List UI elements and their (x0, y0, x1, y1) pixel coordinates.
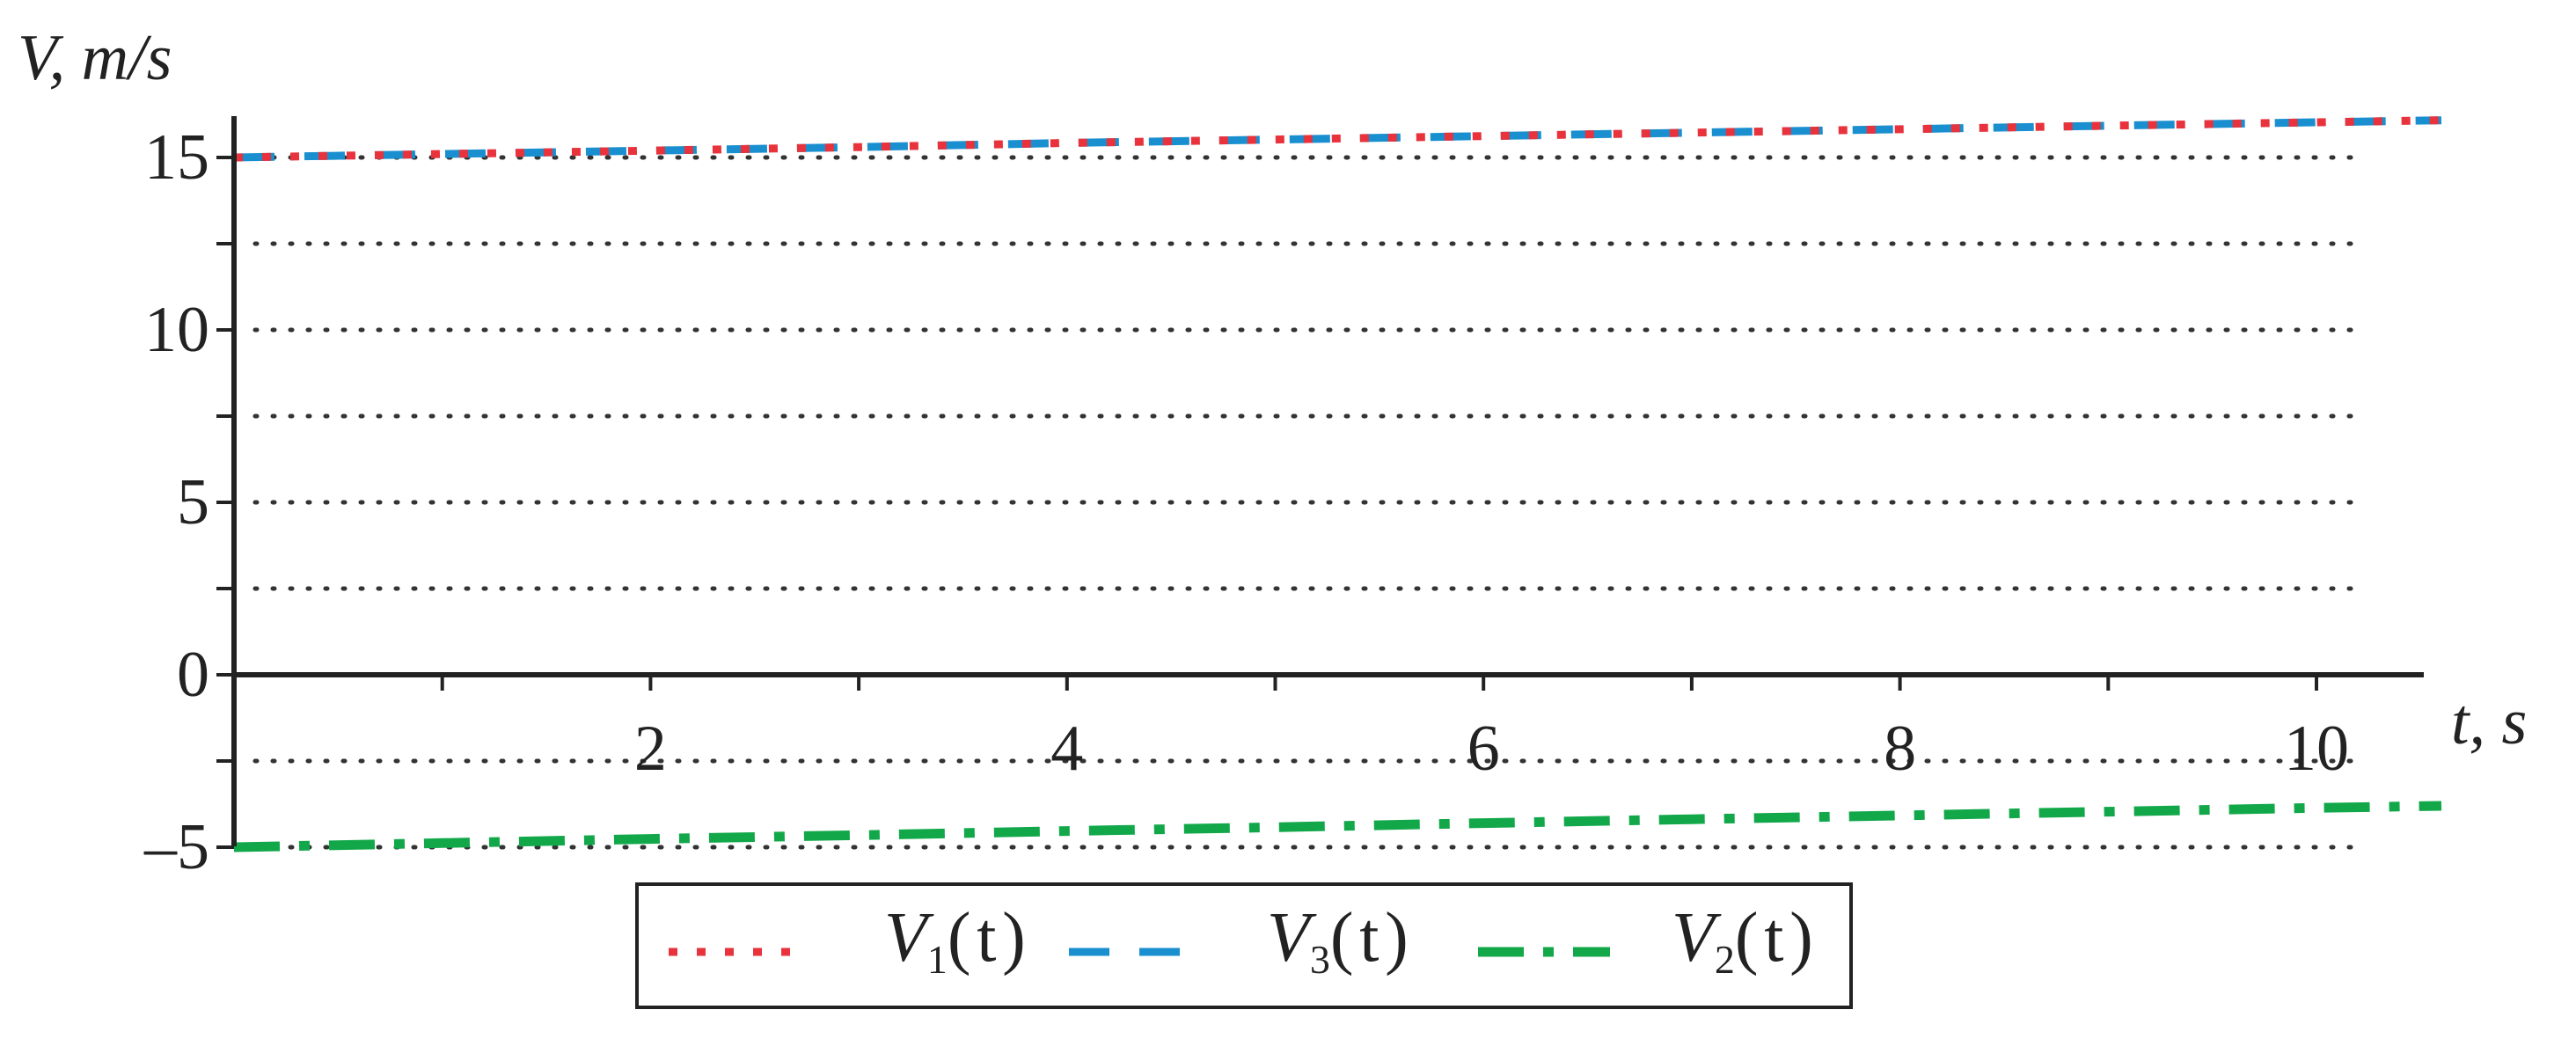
x-tick-label: 4 (1050, 713, 1083, 785)
series-lines (233, 116, 2442, 852)
axes (216, 116, 2424, 849)
series-line-v1t (233, 116, 2442, 162)
y-tick-label: 5 (177, 466, 209, 538)
y-tick-label: 0 (177, 639, 209, 711)
x-tick-label: 8 (1884, 713, 1916, 785)
grid-lines (252, 155, 2369, 850)
series-line-v3t (233, 116, 2442, 162)
legend: V1( t ) V3( t ) V2( t ) (635, 882, 1853, 1009)
x-tick-label: 2 (634, 713, 667, 785)
y-axis-title: V, m/s (18, 22, 172, 94)
legend-box (635, 882, 1853, 1009)
y-tick-label: –5 (143, 811, 209, 883)
series-line-v2t (233, 801, 2442, 852)
y-tick-label: 15 (144, 121, 209, 194)
tick-labels: 2 4 6 8 10 –5 0 5 10 15 (143, 121, 2349, 883)
x-axis-title: t, s (2451, 686, 2527, 758)
y-tick-label: 10 (144, 294, 209, 366)
x-tick-label: 6 (1467, 713, 1500, 785)
legend-label: V3( t ) (1267, 899, 1409, 982)
legend-label: V1( t ) (884, 899, 1026, 982)
x-tick-label: 10 (2284, 713, 2349, 785)
legend-label: V2( t ) (1672, 899, 1813, 982)
